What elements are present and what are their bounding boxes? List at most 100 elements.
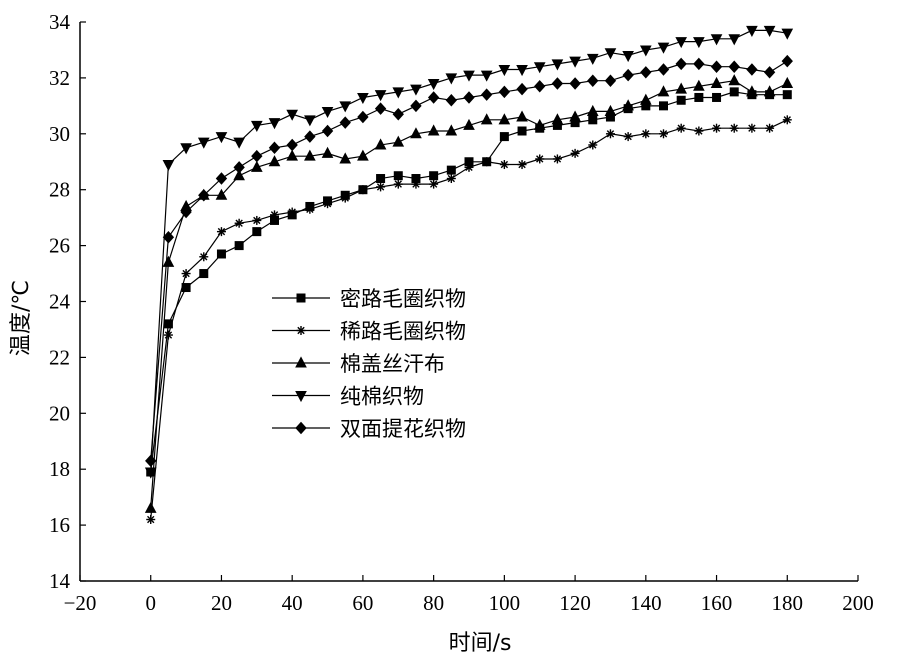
legend-label: 稀路毛圈织物	[340, 320, 466, 344]
data-point	[517, 160, 527, 170]
asterisk-stroke	[783, 116, 791, 124]
data-point	[410, 127, 422, 139]
asterisk-stroke	[288, 208, 296, 216]
y-tick-label: 34	[49, 10, 71, 34]
data-point	[340, 193, 350, 203]
data-point	[374, 102, 387, 115]
data-point	[712, 92, 722, 102]
data-point	[445, 73, 458, 85]
series-line	[150, 119, 788, 520]
data-point	[535, 154, 545, 164]
data-point	[268, 155, 281, 167]
data-point	[180, 205, 192, 219]
data-point	[693, 57, 705, 71]
data-point	[517, 126, 527, 136]
x-tick-label: −20	[64, 591, 97, 615]
data-point	[197, 137, 210, 149]
data-point	[481, 88, 493, 101]
data-point	[144, 501, 157, 513]
asterisk-stroke	[376, 183, 385, 191]
data-point	[427, 91, 440, 104]
data-point	[728, 60, 740, 73]
data-point	[480, 70, 493, 82]
asterisk-stroke	[217, 227, 226, 236]
x-tick-label: 20	[211, 591, 232, 615]
data-point	[659, 129, 668, 139]
y-axis-ticks: 14 16 18 20 22 24 26 28 30 32 34	[49, 10, 86, 593]
y-tick-label: 28	[49, 178, 70, 202]
legend-marker	[295, 356, 307, 368]
data-point	[376, 182, 386, 192]
data-point	[376, 174, 386, 184]
legend-marker	[296, 326, 306, 335]
data-point	[781, 54, 793, 68]
data-point	[604, 74, 617, 87]
data-point	[675, 37, 688, 49]
data-point	[181, 269, 191, 279]
data-point	[586, 104, 599, 116]
data-point	[304, 130, 316, 143]
data-point	[410, 84, 422, 96]
data-point	[198, 189, 210, 202]
data-point	[498, 85, 511, 99]
data-point	[429, 171, 439, 181]
data-point	[321, 124, 334, 138]
data-point	[728, 74, 741, 86]
data-point	[446, 174, 456, 184]
data-point	[640, 66, 652, 79]
data-point	[639, 93, 652, 105]
data-point	[622, 99, 634, 111]
data-point	[569, 56, 581, 68]
data-point	[446, 165, 456, 175]
data-point	[358, 185, 368, 195]
asterisk-stroke	[482, 158, 491, 166]
series-2	[146, 115, 792, 525]
asterisk-stroke	[553, 155, 562, 163]
series-3	[144, 74, 794, 513]
data-point	[659, 101, 668, 111]
data-point	[323, 199, 333, 209]
series-line	[150, 91, 788, 473]
data-point	[252, 227, 262, 237]
asterisk-stroke	[677, 124, 685, 132]
data-point	[639, 45, 652, 57]
data-point	[551, 113, 564, 125]
legend-label: 棉盖丝汗布	[340, 352, 445, 376]
data-point	[675, 82, 688, 94]
data-point	[676, 95, 686, 105]
data-point	[286, 109, 299, 121]
data-point	[569, 77, 581, 90]
data-point	[374, 138, 387, 150]
data-point	[710, 60, 723, 73]
data-point	[728, 34, 741, 46]
data-point	[552, 154, 562, 164]
asterisk-stroke	[182, 269, 190, 278]
asterisk-stroke	[606, 130, 615, 138]
legend-label: 双面提花织物	[340, 417, 466, 441]
data-point	[605, 129, 615, 139]
data-point	[747, 123, 757, 133]
asterisk-stroke	[748, 124, 756, 132]
data-point	[782, 115, 792, 125]
asterisk-stroke	[270, 211, 279, 219]
asterisk-stroke	[323, 199, 332, 208]
plot-frame	[79, 22, 858, 582]
data-point	[445, 124, 458, 136]
asterisk-stroke	[429, 180, 438, 188]
data-point	[463, 91, 475, 104]
data-point	[551, 77, 564, 90]
data-point	[234, 241, 244, 251]
data-point	[781, 76, 794, 88]
data-point	[533, 62, 546, 74]
asterisk-stroke	[624, 132, 632, 141]
data-point	[357, 149, 369, 161]
data-point	[393, 179, 403, 189]
x-tick-label: 140	[630, 591, 662, 615]
data-point	[321, 146, 334, 158]
x-tick-label: 180	[772, 591, 804, 615]
data-point	[746, 63, 758, 76]
data-point	[710, 34, 723, 46]
data-point	[729, 123, 739, 133]
data-point	[763, 66, 776, 79]
data-point	[782, 90, 792, 100]
